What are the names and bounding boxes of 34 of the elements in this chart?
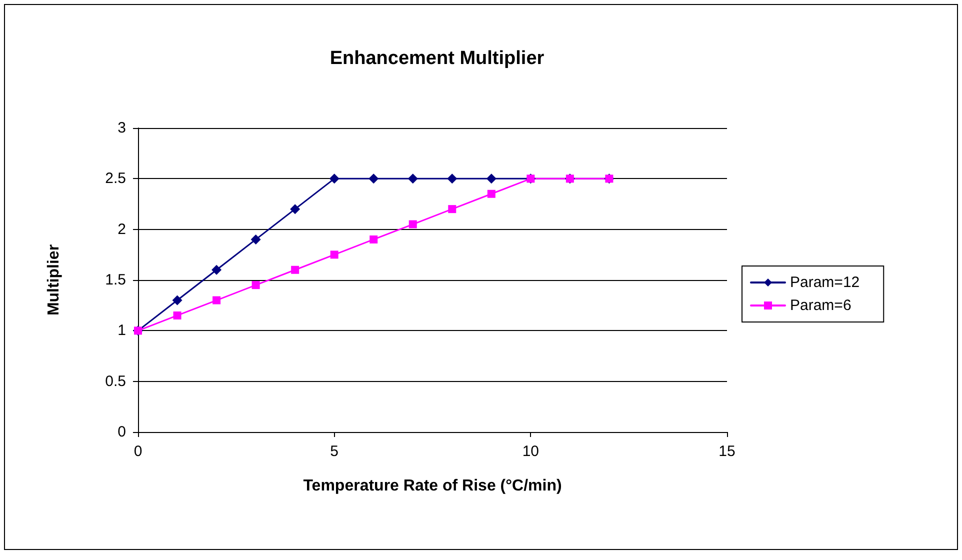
y-tick-label: 3: [118, 120, 126, 136]
x-tick-label: 10: [522, 443, 540, 460]
y-tick-label: 2: [118, 220, 126, 238]
point: [448, 205, 456, 214]
x-tick-label: 15: [718, 443, 736, 460]
point: [486, 174, 496, 184]
point: [290, 204, 300, 214]
point: [330, 250, 338, 259]
x-tick-label: 0: [134, 443, 142, 460]
y-tick-label: 1.5: [105, 272, 126, 288]
y-tick-label: 0: [118, 424, 126, 440]
point: [212, 264, 222, 275]
point: [329, 174, 340, 184]
y-tick-label: 2.5: [105, 170, 126, 188]
point: [250, 234, 261, 244]
point: [368, 174, 379, 184]
point: [370, 235, 378, 244]
x-axis-title: Temperature Rate of Rise (°C/min): [303, 478, 562, 494]
y-axis-title: Multiplier: [46, 244, 62, 316]
point: [291, 266, 300, 274]
point: [212, 296, 221, 304]
point: [172, 295, 182, 306]
x-tick-label: 5: [330, 443, 339, 460]
legend-label: Param=12: [790, 274, 860, 291]
point: [447, 174, 458, 184]
chart-title: Enhancement Multiplier: [330, 48, 545, 69]
point: [173, 311, 182, 320]
point: [408, 220, 417, 228]
legend-label: Param=6: [790, 297, 852, 314]
point: [408, 174, 418, 184]
y-tick-label: 1: [118, 322, 126, 340]
point: [487, 190, 496, 198]
point: [252, 281, 260, 290]
y-tick-label: 0.5: [105, 372, 126, 390]
